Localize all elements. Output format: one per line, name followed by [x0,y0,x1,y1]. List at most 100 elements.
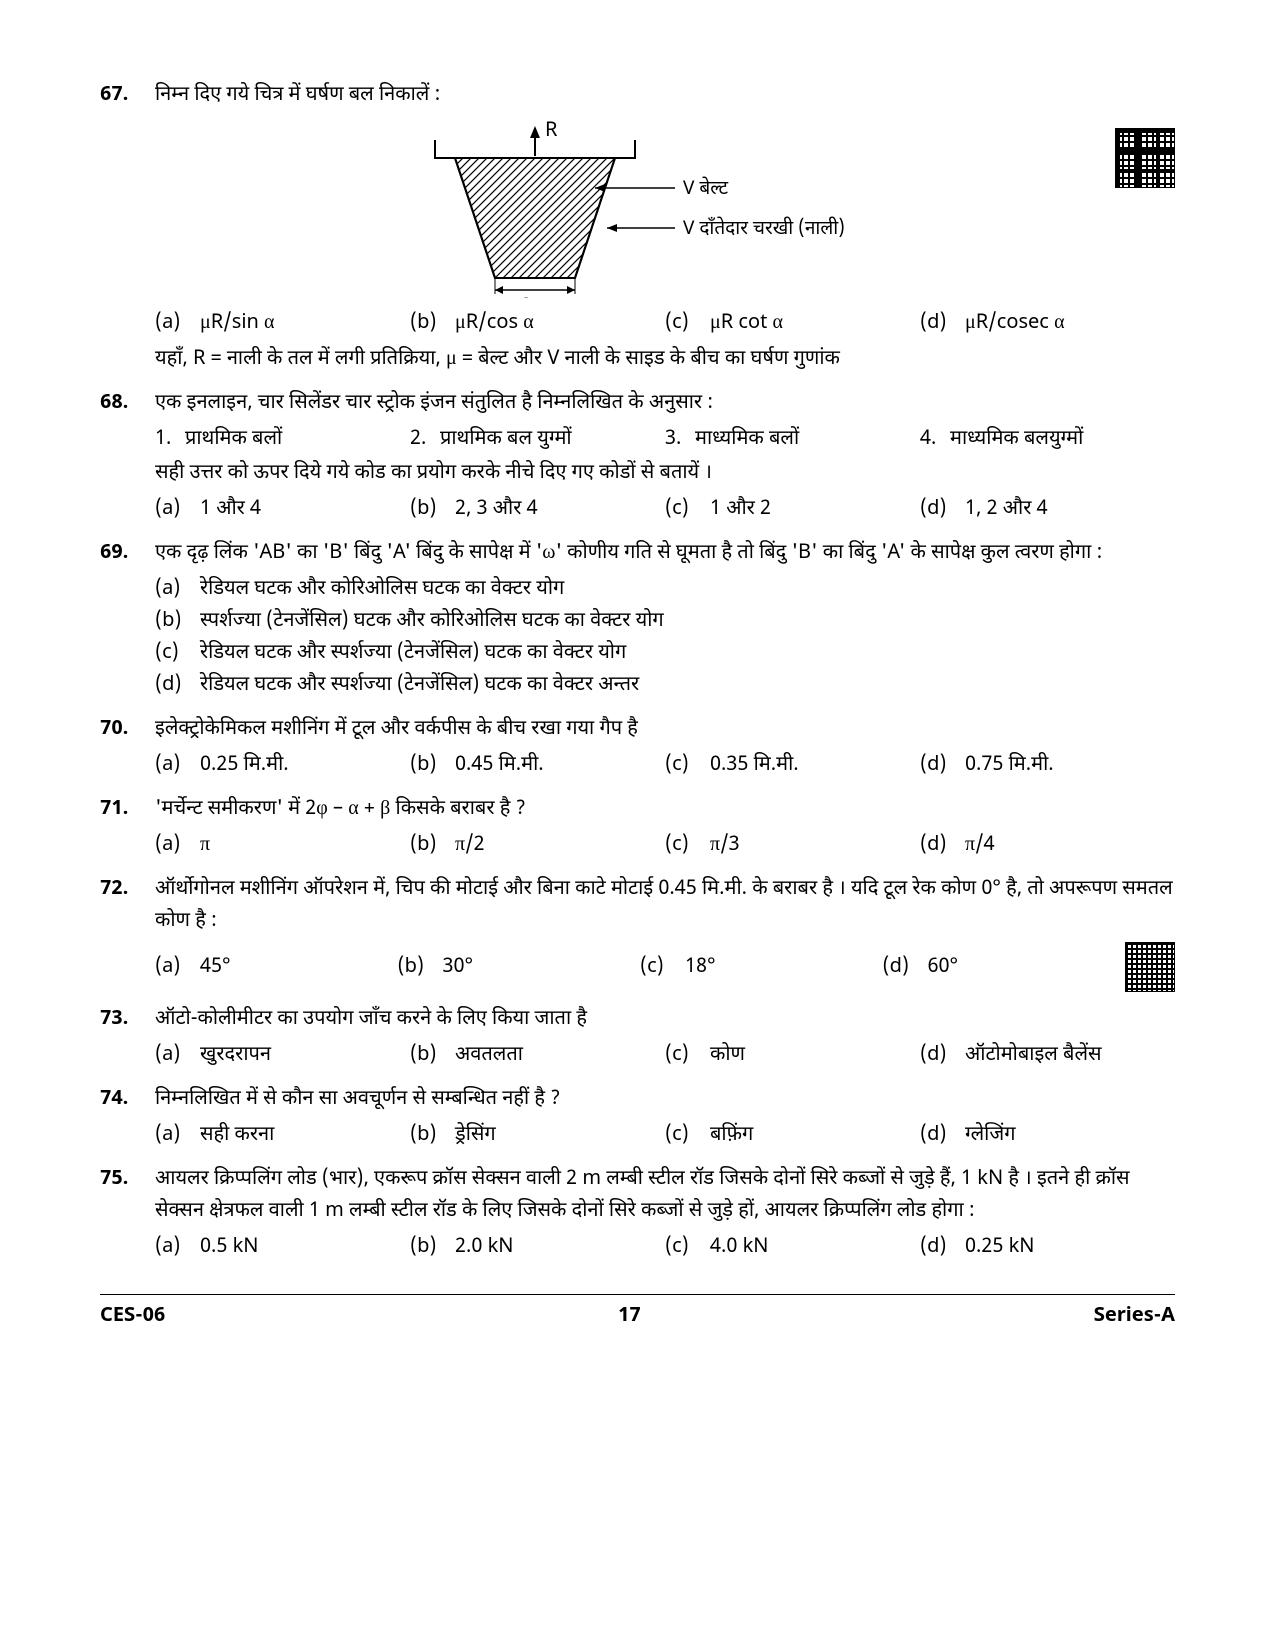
option-label: (a) [155,952,200,984]
option: (c)18° [640,952,883,984]
question-body: निम्नलिखित में से कौन सा अवचूर्णन से सम्… [155,1084,1175,1152]
question-69: 69.एक दृढ़ लिंक 'AB' का 'B' बिंदु 'A' बि… [100,538,1175,702]
option-text: 2, 3 और 4 [455,494,538,526]
sub-item-label: 3. [665,424,695,456]
sub-item-label: 4. [920,424,950,456]
option: (d)μR/cosec α [920,308,1175,340]
question-body: ऑटो-कोलीमीटर का उपयोग जाँच करने के लिए क… [155,1004,1175,1072]
option-label: (a) [155,494,200,526]
option-text: स्पर्शज्या (टेनजेंसिल) घटक और कोरिओलिस घ… [200,606,664,638]
option-text: 0.25 kN [965,1232,1035,1264]
option-label: (d) [920,1040,965,1072]
option-label: (b) [155,606,200,638]
option: (d)π/4 [920,830,1175,862]
option: (c)μR cot α [665,308,920,340]
option-text: रेडियल घटक और कोरिओलिस घटक का वेक्टर योग [200,574,564,606]
question-73: 73.ऑटो-कोलीमीटर का उपयोग जाँच करने के लि… [100,1004,1175,1072]
sub-item: 4.माध्यमिक बलयुग्मों [920,424,1175,456]
options: (a)खुरदरापन(b)अवतलता(c)कोण(d)ऑटोमोबाइल ब… [155,1040,1175,1072]
question-68: 68.एक इनलाइन, चार सिलेंडर चार स्ट्रोक इं… [100,388,1175,526]
option-label: (a) [155,830,200,862]
option-label: (c) [665,1120,710,1152]
question-text: इलेक्ट्रोकेमिकल मशीनिंग में टूल और वर्कप… [155,714,1175,746]
option: (c)0.35 मि.मी. [665,750,920,782]
option-label: (b) [410,830,455,862]
qr-code-icon [1125,942,1175,992]
option-text: 0.5 kN [200,1232,258,1264]
sub-item-label: 2. [410,424,440,456]
option-text: π/3 [710,830,740,862]
option-label: (a) [155,750,200,782]
option-text: 60° [928,952,959,984]
diagram-container: RV बेल्टV दाँतेदार चरखी (नाली)2 α [155,118,1175,298]
option-label: (b) [410,494,455,526]
option-text: μR/cosec α [965,308,1065,340]
option: (a)π [155,830,410,862]
option-label: (d) [920,308,965,340]
option-label: (c) [665,308,710,340]
option: (a)0.5 kN [155,1232,410,1264]
option: (a)सही करना [155,1120,410,1152]
option-label: (d) [920,494,965,526]
option-label: (a) [155,574,200,606]
question-body: एक इनलाइन, चार सिलेंडर चार स्ट्रोक इंजन … [155,388,1175,526]
option: (a)रेडियल घटक और कोरिओलिस घटक का वेक्टर … [155,574,1175,606]
question-number: 67. [100,80,155,376]
question-body: आयलर क्रिप्पलिंग लोड (भार), एकरूप क्रॉस … [155,1164,1175,1264]
option-text: 1 और 2 [710,494,771,526]
option-text: ऑटोमोबाइल बैलेंस [965,1040,1102,1072]
options: (a)रेडियल घटक और कोरिओलिस घटक का वेक्टर … [155,574,1175,702]
question-number: 71. [100,794,155,862]
question-number: 72. [100,874,155,992]
option-text: π/2 [455,830,485,862]
option-label: (a) [155,1040,200,1072]
question-body: निम्न दिए गये चित्र में घर्षण बल निकालें… [155,80,1175,376]
sub-item-text: माध्यमिक बलयुग्मों [950,424,1083,456]
option-text: बफ़िंग [710,1120,753,1152]
option-text: π [200,830,210,862]
option-text: रेडियल घटक और स्पर्शज्या (टेनजेंसिल) घटक… [200,670,639,702]
option-label: (a) [155,1232,200,1264]
question-text: ऑटो-कोलीमीटर का उपयोग जाँच करने के लिए क… [155,1004,1175,1036]
question-number: 73. [100,1004,155,1072]
question-note: यहाँ, R = नाली के तल में लगी प्रतिक्रिया… [155,344,1175,376]
sub-item-label: 1. [155,424,185,456]
question-body: ऑर्थोगोनल मशीनिंग ऑपरेशन में, चिप की मोट… [155,874,1175,992]
footer-right: Series-A [1094,1301,1175,1333]
option: (c)1 और 2 [665,494,920,526]
option-text: 1 और 4 [200,494,261,526]
options: (a)0.25 मि.मी.(b)0.45 मि.मी.(c)0.35 मि.म… [155,750,1175,782]
sub-item: 1.प्राथमिक बलों [155,424,410,456]
options-row: (a)45°(b)30°(c)18°(d)60° [155,942,1175,992]
option: (b)π/2 [410,830,665,862]
option: (b)2.0 kN [410,1232,665,1264]
option-label: (b) [410,1040,455,1072]
question-67: 67.निम्न दिए गये चित्र में घर्षण बल निका… [100,80,1175,376]
option: (a)45° [155,952,398,984]
sub-item: 3.माध्यमिक बलों [665,424,920,456]
option-text: μR cot α [710,308,783,340]
option-text: π/4 [965,830,995,862]
footer-center: 17 [618,1301,641,1333]
option: (d)रेडियल घटक और स्पर्शज्या (टेनजेंसिल) … [155,670,1175,702]
question-number: 68. [100,388,155,526]
option-label: (d) [155,670,200,702]
option: (d)ग्लेजिंग [920,1120,1175,1152]
option-text: कोण [710,1040,745,1072]
option: (b)0.45 मि.मी. [410,750,665,782]
option: (a)0.25 मि.मी. [155,750,410,782]
option-text: रेडियल घटक और स्पर्शज्या (टेनजेंसिल) घटक… [200,638,626,670]
option: (c)कोण [665,1040,920,1072]
option-text: 0.45 मि.मी. [455,750,544,782]
svg-text:V दाँतेदार चरखी (नाली): V दाँतेदार चरखी (नाली) [683,216,845,242]
option-label: (c) [665,1040,710,1072]
option-label: (d) [883,952,928,984]
sub-item-text: प्राथमिक बलों [185,424,282,456]
option-label: (a) [155,308,200,340]
option-label: (d) [920,750,965,782]
option-text: 18° [685,952,716,984]
option: (d)60° [883,952,1126,984]
option-text: μR/sin α [200,308,275,340]
option-text: अवतलता [455,1040,523,1072]
option-label: (c) [665,1232,710,1264]
